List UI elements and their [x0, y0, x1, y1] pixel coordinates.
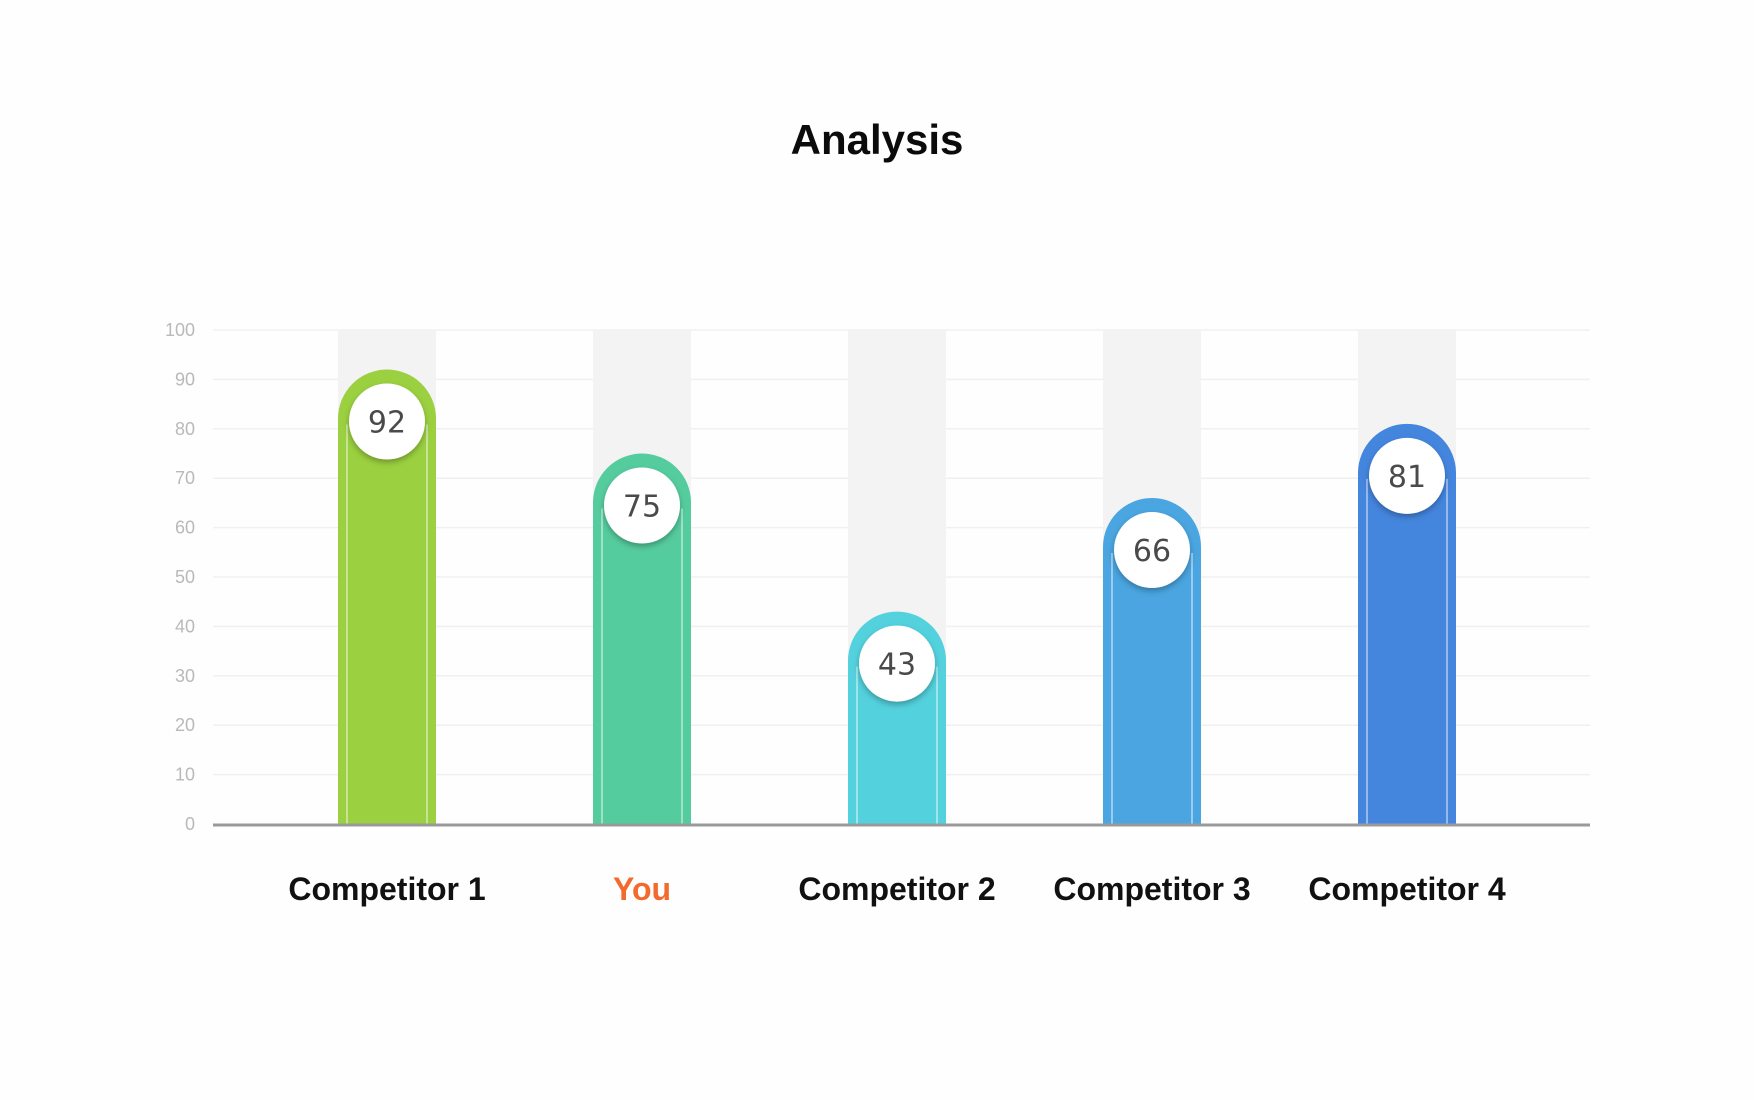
value-bubble	[1369, 437, 1445, 514]
y-tick-label: 10	[175, 765, 195, 785]
y-tick-label: 20	[175, 715, 195, 735]
y-tick-label: 40	[175, 616, 195, 636]
value-bubble	[604, 467, 680, 544]
x-category-label: Competitor 4	[1308, 871, 1506, 907]
x-category-label: Competitor 1	[288, 871, 485, 907]
bars	[338, 369, 1456, 824]
bar	[1103, 497, 1201, 824]
x-category-label: Competitor 2	[798, 871, 995, 907]
x-category-label: You	[613, 871, 671, 907]
axes: 0 10 20 30 40 50 60 70 80 90 100	[165, 320, 1590, 834]
bar	[338, 369, 436, 824]
data-label: 92	[368, 406, 406, 441]
chart-title: Analysis	[790, 116, 964, 163]
value-bubble	[1114, 511, 1190, 588]
data-label: 75	[623, 490, 661, 525]
data-label: 81	[1388, 460, 1426, 495]
y-tick-label: 0	[185, 814, 195, 834]
data-label: 66	[1133, 534, 1171, 569]
y-tick-label: 80	[175, 419, 195, 439]
y-tick-label: 60	[175, 518, 195, 538]
y-tick-label: 50	[175, 567, 195, 587]
bar	[1358, 423, 1456, 824]
x-category-label: Competitor 3	[1053, 871, 1250, 907]
y-tick-label: 70	[175, 468, 195, 488]
data-label: 43	[878, 648, 916, 683]
value-bubble	[349, 383, 425, 460]
y-tick-label: 90	[175, 369, 195, 389]
bar	[593, 453, 691, 824]
y-tick-label: 100	[165, 320, 195, 340]
labels: 92 Competitor 1 75 You 43 Competitor 2 66 Compe…	[288, 383, 1506, 907]
y-tick-label: 30	[175, 666, 195, 686]
value-bubble	[859, 625, 935, 702]
